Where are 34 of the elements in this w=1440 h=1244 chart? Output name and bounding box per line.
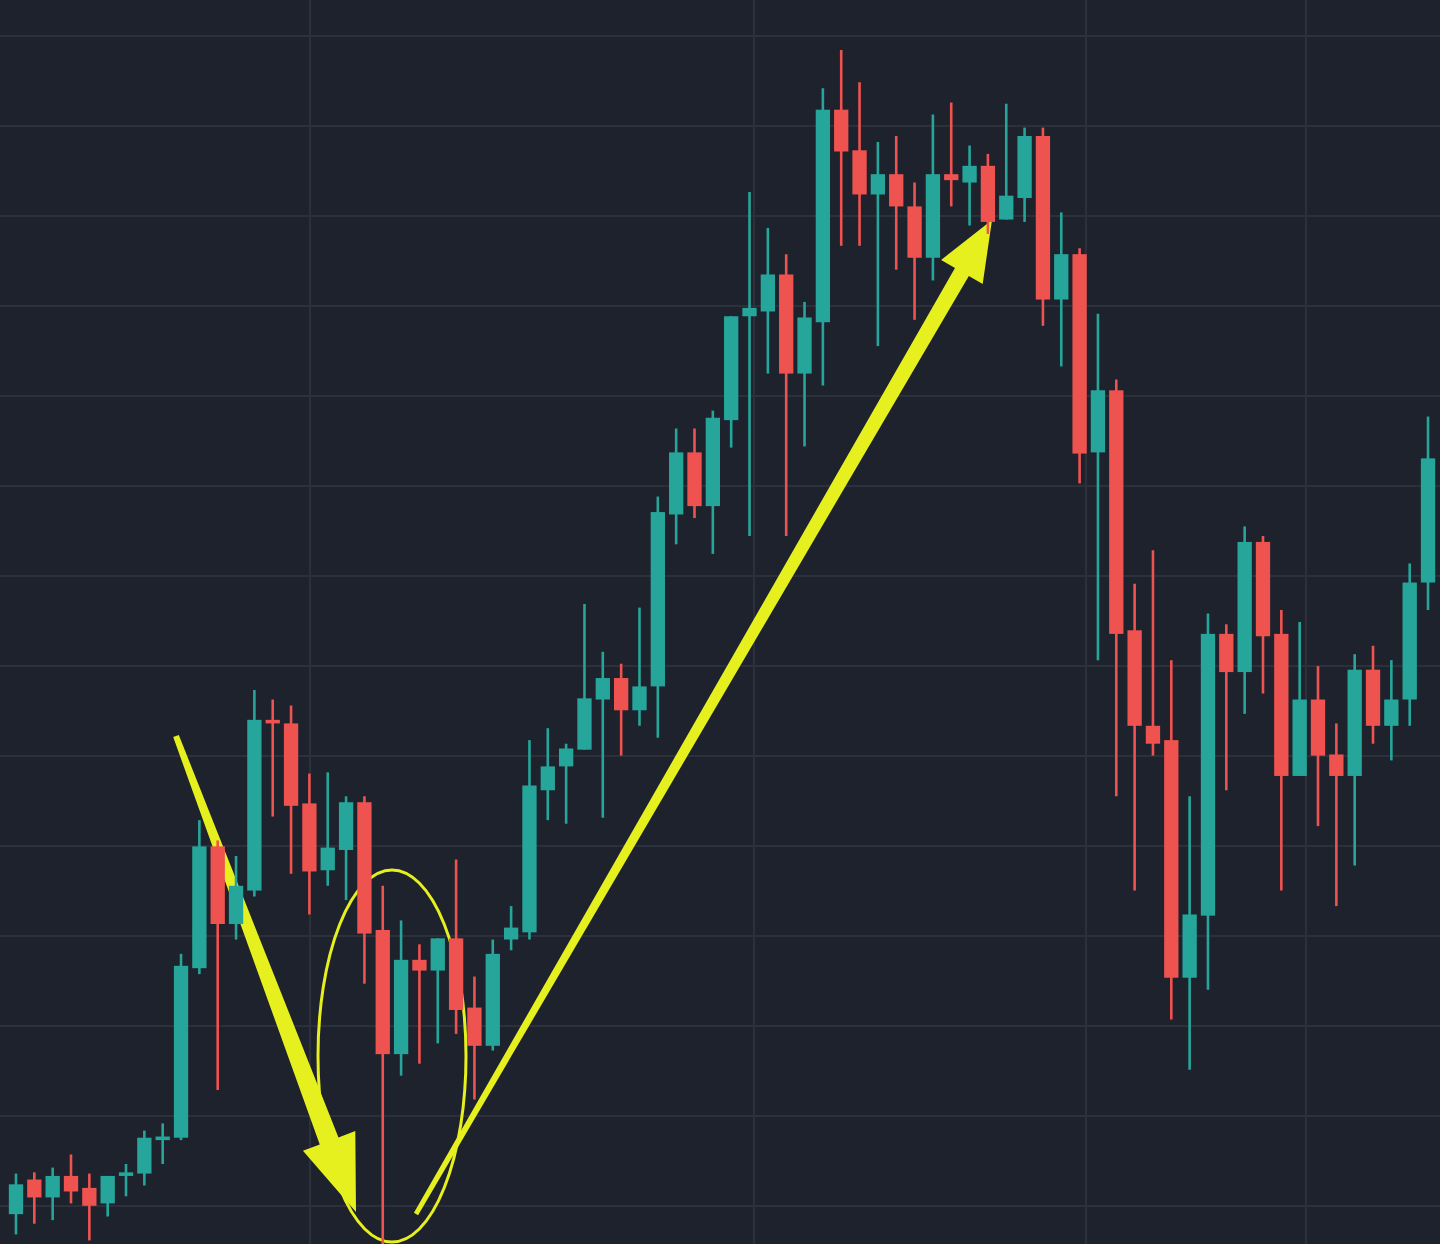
candlestick <box>558 742 574 826</box>
candlestick <box>338 794 354 902</box>
candlestick <box>834 48 849 248</box>
candlestick <box>1329 722 1344 908</box>
candlestick <box>1384 658 1399 762</box>
candlestick <box>137 1129 152 1187</box>
candlestick <box>27 1171 42 1225</box>
candlestick <box>999 102 1014 221</box>
candlestick <box>1219 623 1234 792</box>
candlestick <box>962 144 977 227</box>
candlestick <box>100 1174 115 1218</box>
candlestick <box>632 606 647 728</box>
candlestick <box>1145 548 1161 757</box>
candlestick <box>228 854 244 941</box>
candlestick <box>63 1153 79 1205</box>
candlestick <box>852 80 867 248</box>
candlestick <box>467 975 482 1101</box>
candlestick <box>503 904 519 952</box>
candlestick <box>870 140 886 348</box>
candlestick <box>760 226 776 375</box>
candlestick <box>595 650 610 820</box>
candlestick <box>430 937 445 1045</box>
candlestick <box>82 1172 97 1242</box>
candlestick <box>1054 211 1069 368</box>
candlestick <box>412 943 427 1066</box>
candlestick <box>320 771 335 888</box>
candlestick <box>944 101 959 208</box>
candlestick <box>8 1172 24 1236</box>
candlestick <box>45 1166 60 1222</box>
candlestick <box>889 134 904 271</box>
candlestick <box>614 662 629 757</box>
candlestick <box>742 190 757 538</box>
candlestick <box>118 1162 134 1198</box>
candlestick <box>540 726 555 822</box>
